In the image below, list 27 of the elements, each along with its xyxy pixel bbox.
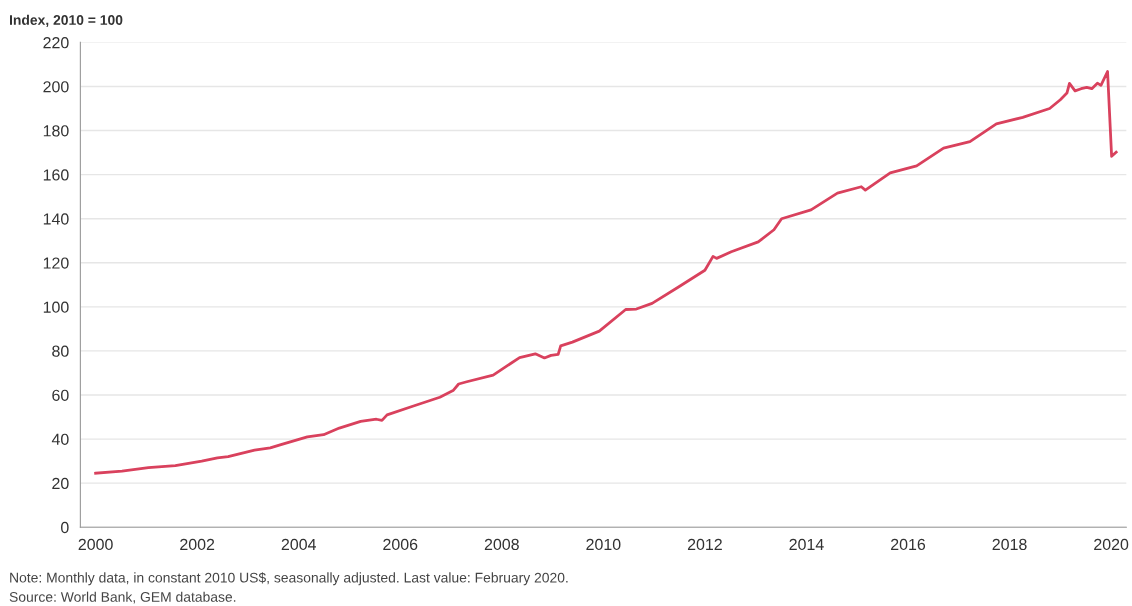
y-tick-label: 100 — [43, 301, 69, 313]
y-tick-label: 200 — [43, 81, 69, 93]
y-tick-label: 220 — [43, 37, 69, 49]
x-tick-label: 2010 — [586, 538, 621, 551]
x-tick-label: 2020 — [1094, 538, 1129, 551]
y-tick-label: 160 — [43, 169, 69, 181]
y-tick-label: 20 — [52, 477, 69, 490]
y-tick-label: 180 — [43, 125, 69, 137]
y-tick-label: 80 — [52, 345, 69, 357]
x-tick-label: 2004 — [281, 538, 317, 551]
y-tick-label: 0 — [61, 521, 69, 534]
text: Note: Monthly data, in constant 2010 US$, seasonally adjusted. Last value: February 2020. — [10, 572, 568, 586]
x-tick-label: 2002 — [180, 538, 215, 551]
y-tick-label: 40 — [51, 433, 69, 446]
y-tick-label: 60 — [52, 389, 69, 401]
x-tick-label: 2016 — [891, 538, 926, 551]
x-tick-label: 2012 — [687, 538, 722, 551]
y-tick-label: 120 — [43, 257, 69, 269]
x-tick-label: 2014 — [789, 538, 824, 551]
x-tick-label: 2008 — [484, 538, 519, 551]
y-axis-title: Index, 2010 = 100 — [9, 14, 123, 27]
x-tick-label: 2018 — [992, 538, 1027, 551]
x-tick-label: 2000 — [78, 538, 113, 551]
line-series — [94, 70, 1118, 475]
y-tick-label: 140 — [43, 213, 69, 225]
x-tick-label: 2006 — [383, 538, 418, 551]
source-note: Source: World Bank, GEM database. — [9, 591, 236, 604]
